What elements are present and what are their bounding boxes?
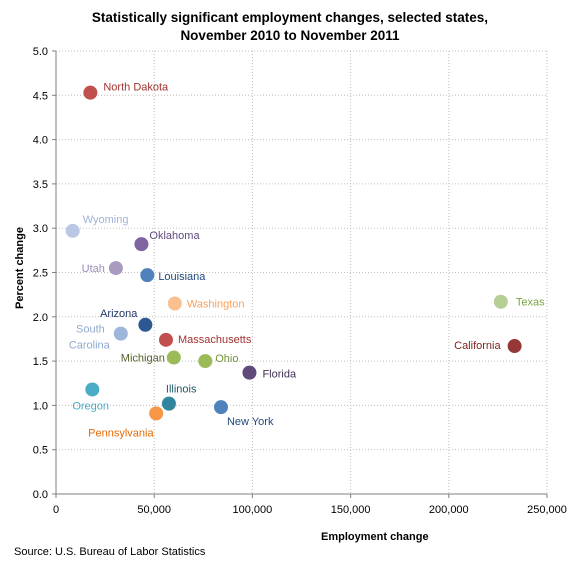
y-tick-label: 1.0 [33,400,48,412]
data-point [134,237,149,252]
data-point [213,400,228,415]
data-point-label: Arizona [100,308,138,320]
chart-title-line1: Statistically significant employment cha… [91,10,489,25]
data-point [166,350,181,365]
y-tick-label: 0.0 [33,489,48,501]
x-tick-label: 0 [53,504,59,516]
x-tick-label: 100,000 [233,504,273,516]
x-tick-label: 50,000 [137,504,171,516]
x-axis-label: Employment change [321,531,429,543]
y-tick-label: 3.5 [33,179,48,191]
data-point-label: Massachusetts [178,334,252,346]
data-point-label: Carolina [69,340,111,352]
data-point-label: Washington [187,299,245,311]
chart-title: Statistically significant employment cha… [0,9,580,45]
data-point [140,268,155,283]
data-point-label: California [454,340,501,352]
data-point-label: Florida [262,369,297,381]
y-tick-label: 2.5 [33,268,48,280]
data-point [85,382,100,397]
x-tick-label: 150,000 [331,504,371,516]
y-tick-label: 1.5 [33,356,48,368]
y-tick-label: 2.0 [33,312,48,324]
y-axis-label: Percent change [14,227,26,309]
y-tick-label: 3.0 [33,223,48,235]
y-tick-label: 5.0 [33,46,48,58]
data-point [113,326,128,341]
data-point [242,365,257,380]
y-tick-label: 4.0 [33,135,48,147]
x-tick-label: 250,000 [527,504,567,516]
data-point [507,339,522,354]
source-note: Source: U.S. Bureau of Labor Statistics [14,546,206,558]
x-tick-label: 200,000 [429,504,469,516]
data-point [198,354,213,369]
data-point-label: Michigan [121,353,165,365]
y-tick-label: 0.5 [33,445,48,457]
data-point-label: Oregon [72,400,109,412]
data-point-label: Pennsylvania [88,427,154,439]
data-point-label: Utah [82,263,105,275]
y-tick-label: 4.5 [33,90,48,102]
data-point-label: Ohio [215,353,238,365]
data-point [149,406,164,421]
data-point-label: Louisiana [158,271,206,283]
data-point-label: Wyoming [83,214,129,226]
data-point-label: Oklahoma [149,230,200,242]
data-point-label: North Dakota [103,82,169,94]
data-point [65,223,80,238]
data-point-label: South [76,324,105,336]
data-point [161,396,176,411]
data-point [108,261,123,276]
data-point-label: New York [227,416,274,428]
data-point [158,332,173,347]
data-point-label: Illinois [166,384,197,396]
data-point [493,294,508,309]
chart-title-line2: November 2010 to November 2011 [180,28,400,43]
data-point [138,317,153,332]
data-point [167,296,182,311]
data-point-label: Texas [516,297,545,309]
data-point [83,85,98,100]
